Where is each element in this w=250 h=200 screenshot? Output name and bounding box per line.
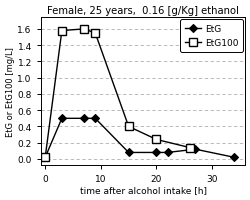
EtG <box>126 151 130 154</box>
EtG <box>60 118 63 120</box>
Line: EtG: EtG <box>42 116 236 161</box>
EtG <box>44 156 46 159</box>
EtG100 <box>188 147 190 149</box>
Legend: EtG, EtG100: EtG, EtG100 <box>180 20 242 53</box>
EtG <box>232 156 235 159</box>
EtG100 <box>93 33 96 35</box>
EtG <box>82 118 85 120</box>
EtG100 <box>60 30 63 33</box>
EtG <box>93 118 96 120</box>
EtG100 <box>82 29 85 31</box>
Title: Female, 25 years,  0.16 [g/Kg] ethanol: Female, 25 years, 0.16 [g/Kg] ethanol <box>47 6 238 15</box>
Y-axis label: EtG or EtG100 [mg/L]: EtG or EtG100 [mg/L] <box>6 47 15 136</box>
X-axis label: time after alcohol intake [h]: time after alcohol intake [h] <box>79 186 206 194</box>
EtG <box>166 151 168 154</box>
EtG <box>193 148 196 151</box>
EtG100 <box>44 156 46 159</box>
EtG <box>154 151 157 154</box>
EtG100 <box>126 126 130 128</box>
Line: EtG100: EtG100 <box>41 26 193 161</box>
EtG100 <box>154 139 157 141</box>
